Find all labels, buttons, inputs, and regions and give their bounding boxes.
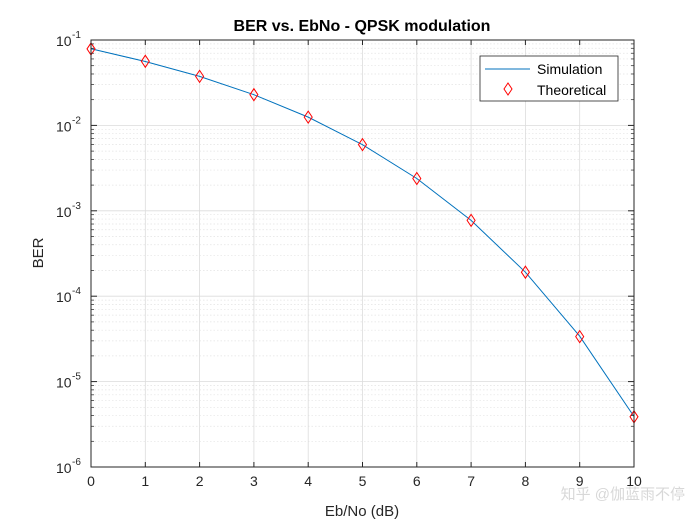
x-tick-label: 10	[626, 473, 642, 489]
theoretical-marker	[140, 54, 150, 69]
legend: Simulation Theoretical	[479, 55, 619, 102]
legend-theoretical-label: Theoretical	[537, 82, 606, 98]
y-tick-label: 10 -5	[56, 372, 81, 391]
theoretical-marker	[357, 137, 368, 152]
theoretical-marker	[303, 110, 313, 125]
tick-marks	[90, 39, 635, 468]
x-tick-labels: 0 1 2 3 4 5 6 7 8 9 10	[87, 473, 642, 489]
x-tick-label: 6	[413, 473, 421, 489]
y-tick-label: 10 -2	[56, 115, 81, 134]
y-tick-label-exponent: -5	[72, 372, 81, 383]
x-tick-label: 5	[359, 473, 367, 489]
y-axis-label: BER	[30, 237, 47, 268]
y-tick-label-base: 10	[56, 204, 72, 220]
theoretical-marker	[575, 329, 585, 344]
y-tick-label-exponent: -1	[72, 30, 81, 41]
theoretical-marker	[194, 69, 205, 84]
x-tick-label: 8	[522, 473, 530, 489]
x-axis-label: Eb/No (dB)	[325, 503, 399, 520]
theoretical-marker	[466, 213, 476, 228]
x-tick-label: 3	[250, 473, 258, 489]
y-tick-label-base: 10	[56, 33, 72, 49]
y-tick-label-exponent: -2	[72, 115, 81, 126]
y-tick-label-exponent: -4	[72, 286, 81, 297]
theoretical-marker	[249, 87, 259, 102]
chart-title: BER vs. EbNo - QPSK modulation	[234, 18, 491, 35]
legend-simulation-label: Simulation	[537, 61, 602, 77]
y-tick-label-base: 10	[56, 375, 72, 391]
y-tick-label-base: 10	[56, 118, 72, 134]
x-tick-label: 9	[576, 473, 584, 489]
y-tick-label: 10 -4	[56, 286, 81, 305]
legend-box	[479, 55, 619, 102]
y-tick-labels: 10-110-210-310-410-510-6	[56, 30, 81, 476]
theoretical-marker	[520, 265, 531, 280]
y-tick-label-exponent: -6	[72, 457, 81, 468]
legend-theoretical-swatch	[503, 82, 513, 96]
y-tick-label: 10 -1	[56, 30, 81, 49]
watermark: 知乎 @伽蓝雨不停	[561, 486, 685, 503]
y-tick-label-base: 10	[56, 460, 72, 476]
x-tick-label: 1	[141, 473, 149, 489]
y-tick-label: 10 -3	[56, 201, 81, 220]
x-tick-label: 4	[304, 473, 312, 489]
x-tick-label: 2	[196, 473, 204, 489]
x-tick-label: 0	[87, 473, 95, 489]
y-tick-label: 10 -6	[56, 457, 81, 476]
theoretical-marker	[412, 171, 422, 186]
y-tick-label-exponent: -3	[72, 201, 81, 212]
y-tick-label-base: 10	[56, 289, 72, 305]
x-tick-label: 7	[467, 473, 475, 489]
simulation-line	[90, 48, 635, 417]
